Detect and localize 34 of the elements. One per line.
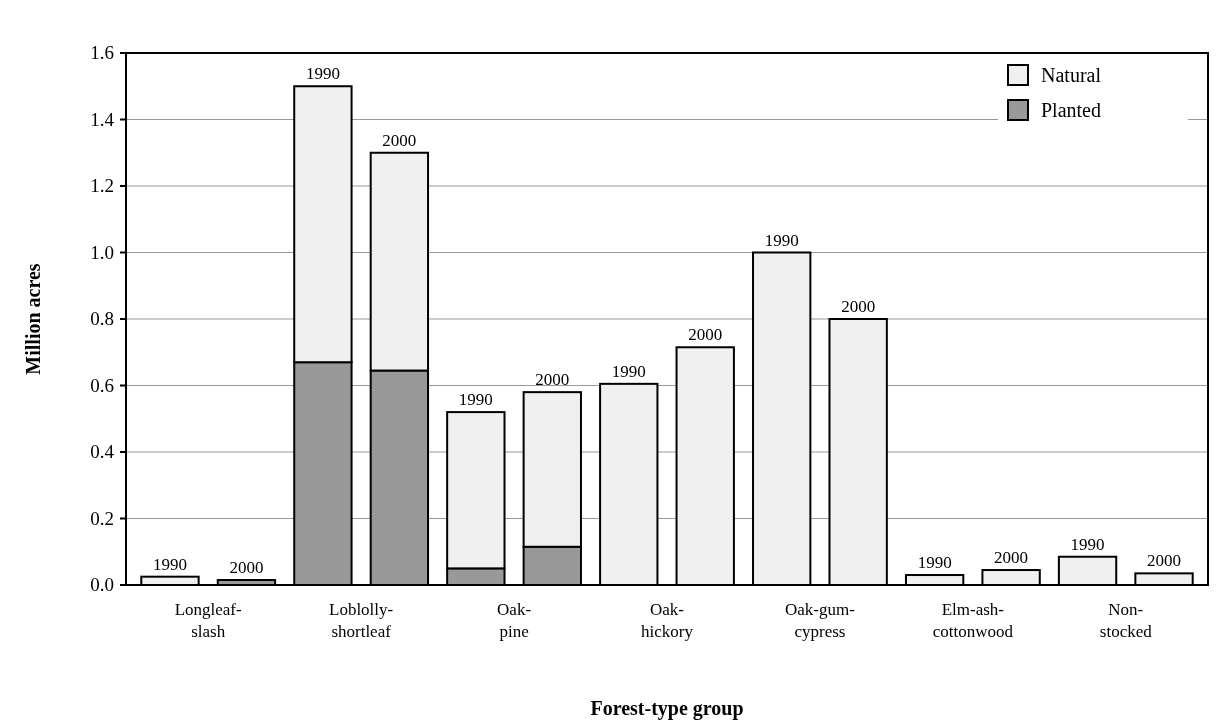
y-tick-label: 1.4 bbox=[90, 108, 115, 130]
annotation: 1990 bbox=[764, 230, 799, 250]
x-axis-title: Forest-type group bbox=[590, 697, 744, 720]
y-tick-label: 1.6 bbox=[90, 42, 114, 63]
x-tick-label: Oak- pine bbox=[497, 600, 532, 641]
y-tick-label: 0.6 bbox=[90, 374, 114, 396]
x-tick-label: Longleaf- slash bbox=[174, 600, 243, 641]
legend-label: Natural bbox=[1041, 64, 1102, 86]
annotation: 1990 bbox=[305, 64, 340, 84]
y-tick-label: 0.8 bbox=[90, 308, 114, 329]
annotation: 1990 bbox=[917, 553, 952, 573]
annotation: 1990 bbox=[611, 361, 646, 381]
annotation: 2000 bbox=[1147, 551, 1182, 571]
annotation: 1990 bbox=[458, 390, 493, 410]
x-tick-label: Oak-gum- cypress bbox=[785, 600, 856, 641]
y-tick-label: 0.0 bbox=[90, 574, 114, 595]
annotation: 1990 bbox=[1070, 534, 1105, 554]
x-tick-label: Oak- hickory bbox=[641, 600, 694, 641]
y-tick-label: 1.0 bbox=[90, 241, 114, 263]
annotation: 2000 bbox=[382, 130, 417, 150]
annotation: 2000 bbox=[688, 325, 723, 345]
annotation: 2000 bbox=[994, 548, 1029, 568]
annotation: 1990 bbox=[152, 554, 187, 574]
x-tick-label: Non- stocked bbox=[1099, 600, 1153, 641]
annotation: 2000 bbox=[229, 558, 264, 578]
y-axis-title: Million acres bbox=[22, 263, 44, 375]
y-tick-label: 0.4 bbox=[90, 441, 115, 462]
annotation: 2000 bbox=[841, 297, 876, 316]
y-tick-label: 1.2 bbox=[90, 175, 114, 196]
annotation: 2000 bbox=[535, 370, 570, 390]
x-tick-label: Elm-ash- cottonwood bbox=[932, 600, 1014, 641]
y-tick-label: 0.2 bbox=[90, 507, 114, 529]
x-tick-label: Loblolly- shortleaf bbox=[329, 600, 394, 641]
legend-label: Planted bbox=[1041, 99, 1101, 121]
